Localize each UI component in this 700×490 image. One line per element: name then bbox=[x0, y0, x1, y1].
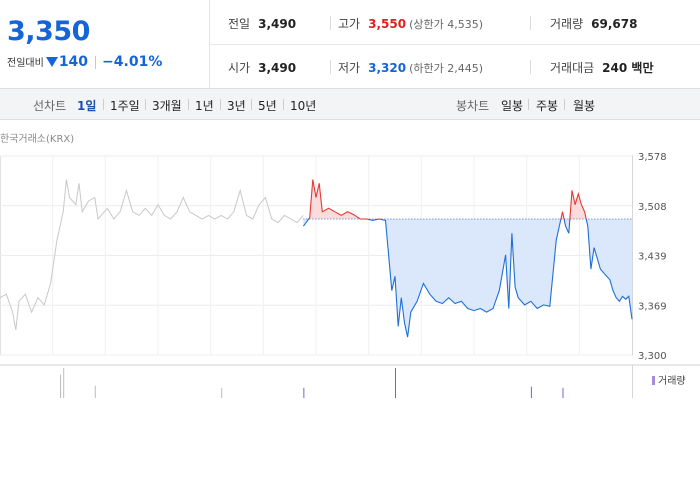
up-area bbox=[308, 179, 587, 219]
change-row: 전일대비 140 −4.01% bbox=[7, 54, 162, 70]
stat-low-value: 3,320 bbox=[368, 61, 407, 75]
stat-volume: 거래량 69,678 bbox=[550, 15, 637, 32]
stat-upper-limit: (상한가 4,535) bbox=[409, 18, 483, 31]
tab-3m[interactable]: 3개월 bbox=[152, 99, 182, 113]
volume-bar bbox=[395, 368, 396, 398]
tab-3y[interactable]: 3년 bbox=[227, 99, 246, 113]
stat-low-label: 저가 bbox=[338, 61, 361, 75]
tab-10y[interactable]: 10년 bbox=[290, 99, 317, 113]
stat-volume-value: 69,678 bbox=[591, 17, 638, 31]
divider bbox=[95, 55, 97, 69]
chart-tab-bar: 선차트 1일 1주일 3개월 1년 3년 5년 10년 봉차트 일봉 주봉 월봉 bbox=[0, 88, 700, 120]
divider bbox=[188, 99, 189, 110]
volume-legend-label: 거래량 bbox=[658, 376, 686, 387]
stats-divider bbox=[210, 44, 700, 45]
tab-daily-candle[interactable]: 일봉 bbox=[501, 99, 524, 113]
quote-summary: 3,350 전일대비 140 −4.01% 전일 3,490 고가 3,550 (상한가 … bbox=[0, 0, 700, 88]
previous-day-series bbox=[0, 179, 304, 330]
volume-bar bbox=[303, 387, 305, 398]
tab-1y[interactable]: 1년 bbox=[195, 99, 214, 113]
candle-chart-label: 봉차트 bbox=[456, 99, 490, 113]
divider bbox=[283, 99, 284, 110]
tab-1w[interactable]: 1주일 bbox=[110, 99, 140, 113]
volume-legend: 거래량 bbox=[652, 372, 686, 387]
divider bbox=[330, 16, 331, 30]
stat-prev: 전일 3,490 bbox=[228, 15, 296, 32]
change-percent: −4.01% bbox=[102, 54, 163, 70]
stat-low: 저가 3,320 (하한가 2,445) bbox=[338, 59, 483, 76]
tab-monthly-candle[interactable]: 월봉 bbox=[573, 99, 596, 113]
divider bbox=[251, 99, 252, 110]
stat-high-value: 3,550 bbox=[368, 17, 407, 31]
divider bbox=[330, 60, 331, 74]
y-tick-label: 3,439 bbox=[638, 252, 667, 263]
y-tick-label: 3,300 bbox=[638, 351, 667, 362]
stat-lower-limit: (하한가 2,445) bbox=[409, 62, 483, 75]
divider bbox=[530, 16, 531, 30]
divider bbox=[145, 99, 146, 110]
down-area bbox=[303, 218, 632, 338]
volume-bar bbox=[60, 374, 62, 398]
price-box: 3,350 전일대비 140 −4.01% bbox=[0, 0, 210, 88]
volume-bar bbox=[530, 386, 532, 398]
current-price: 3,350 bbox=[7, 16, 90, 47]
divider bbox=[564, 99, 565, 110]
volume-bar bbox=[63, 368, 65, 398]
divider bbox=[528, 99, 529, 110]
divider bbox=[220, 99, 221, 110]
stat-prev-value: 3,490 bbox=[258, 17, 297, 31]
volume-legend-swatch bbox=[652, 376, 655, 385]
stat-high-label: 고가 bbox=[338, 17, 361, 31]
stat-prev-label: 전일 bbox=[228, 17, 251, 31]
tab-5y[interactable]: 5년 bbox=[258, 99, 277, 113]
y-tick-label: 3,578 bbox=[638, 152, 667, 163]
stat-high: 고가 3,550 (상한가 4,535) bbox=[338, 15, 483, 32]
tab-1d[interactable]: 1일 bbox=[77, 99, 97, 113]
volume-bar bbox=[94, 385, 96, 398]
stat-trade-value-label: 거래대금 bbox=[550, 61, 595, 75]
intraday-price-chart: 3,578 3,508 3,439 3,369 3,300 bbox=[0, 152, 700, 398]
stat-trade-value-value: 240 백만 bbox=[602, 61, 654, 75]
stat-open: 시가 3,490 bbox=[228, 59, 296, 76]
change-value: 140 bbox=[58, 54, 89, 70]
y-tick-label: 3,369 bbox=[638, 301, 667, 312]
line-chart-label: 선차트 bbox=[33, 99, 67, 113]
stat-volume-label: 거래량 bbox=[550, 17, 584, 31]
volume-bar bbox=[221, 387, 223, 398]
down-triangle-icon bbox=[45, 57, 58, 67]
volume-bar bbox=[562, 387, 564, 398]
data-source: 한국거래소(KRX) bbox=[0, 134, 75, 145]
stat-trade-value: 거래대금 240 백만 bbox=[550, 59, 653, 76]
today-series-down bbox=[302, 218, 633, 338]
divider bbox=[530, 60, 531, 74]
tab-weekly-candle[interactable]: 주봉 bbox=[536, 99, 559, 113]
stat-open-value: 3,490 bbox=[258, 61, 297, 75]
stat-open-label: 시가 bbox=[228, 61, 251, 75]
y-tick-label: 3,508 bbox=[638, 202, 667, 213]
divider bbox=[103, 99, 104, 110]
change-label: 전일대비 bbox=[7, 58, 44, 69]
